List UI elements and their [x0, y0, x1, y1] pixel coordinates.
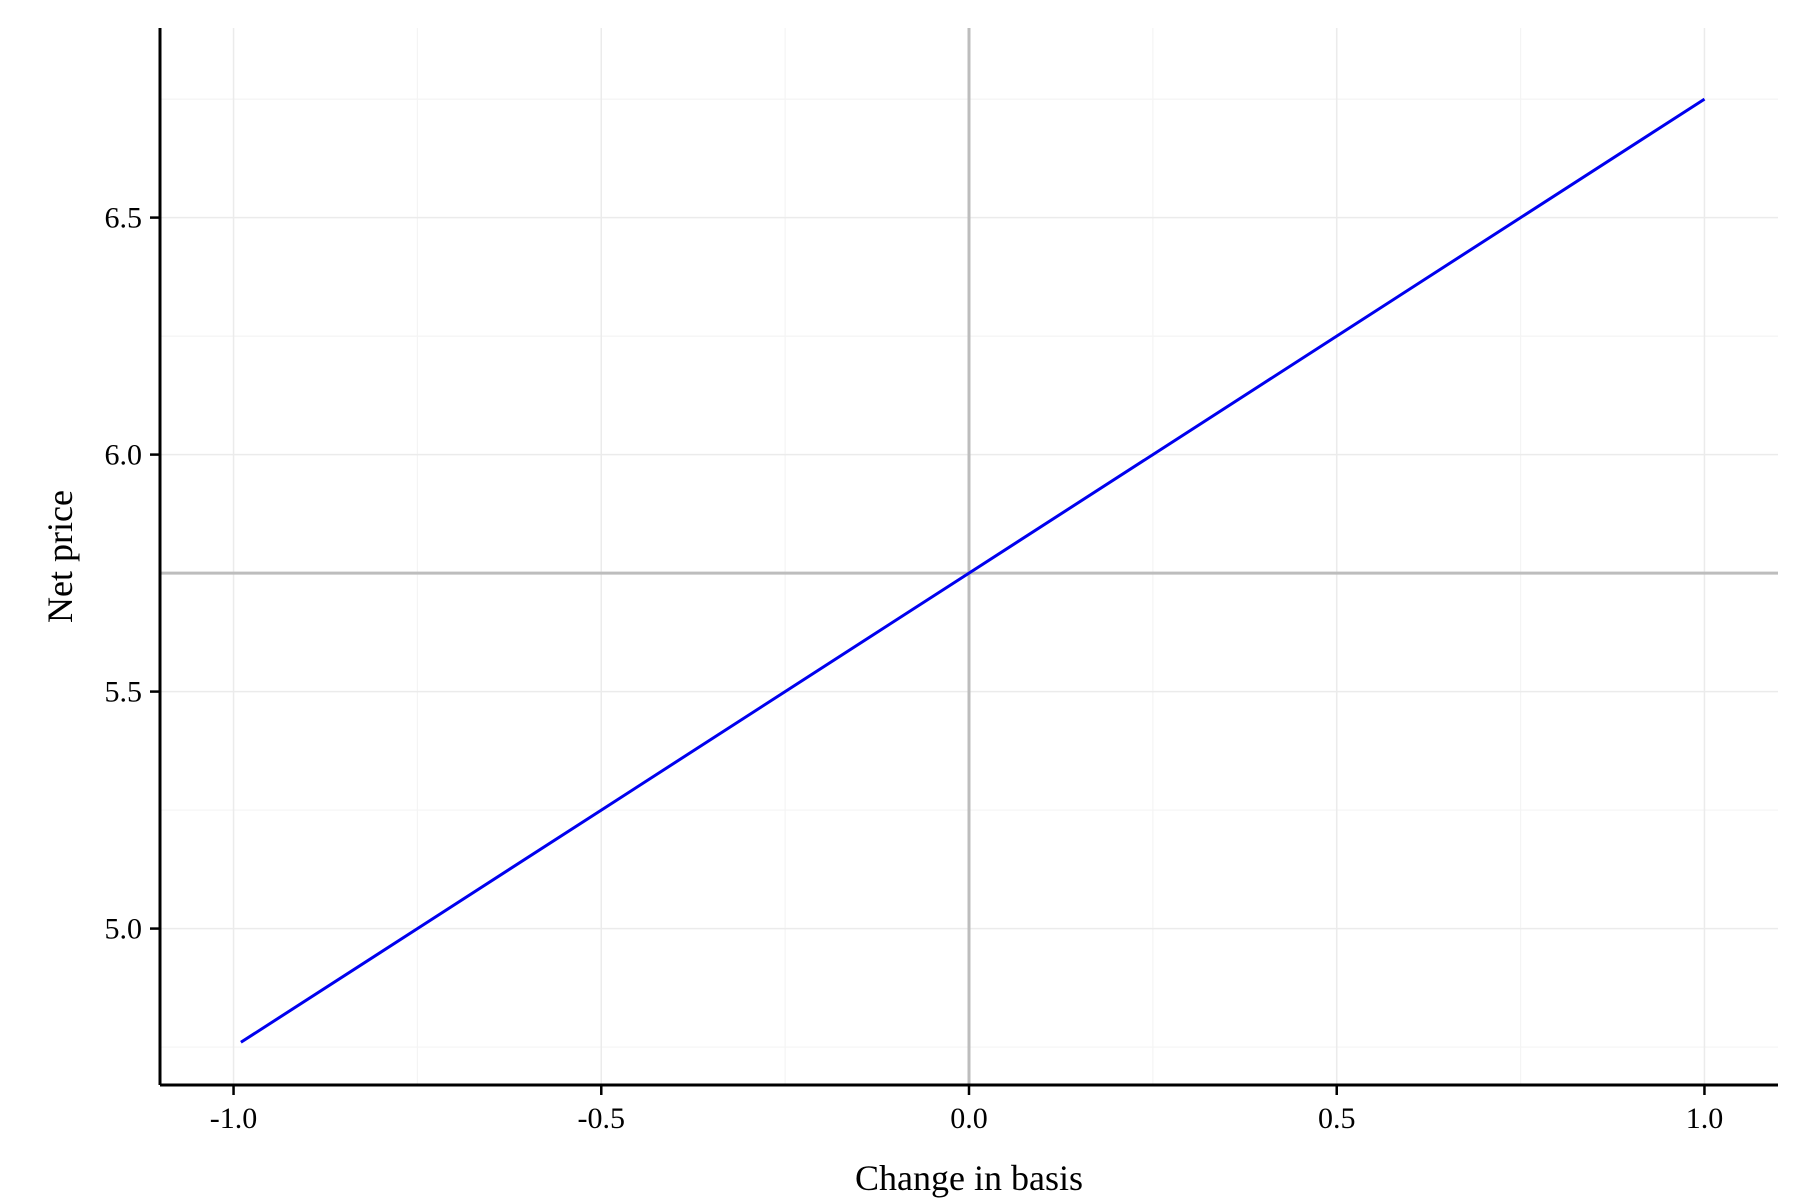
series-line-0: [240, 97, 1706, 1044]
reference-lines: [160, 28, 1778, 1085]
y-tick-label: 5.5: [105, 676, 143, 709]
y-tick-label: 6.0: [105, 439, 143, 472]
x-tick-label: -1.0: [210, 1102, 258, 1135]
y-tick-label: 5.0: [105, 913, 143, 946]
y-axis-title: Net price: [40, 490, 80, 623]
series-layer: [240, 97, 1706, 1044]
x-tick-label: 0.5: [1318, 1102, 1356, 1135]
y-tick-label: 6.5: [105, 202, 143, 235]
x-axis-title: Change in basis: [855, 1158, 1083, 1198]
tick-labels: -1.0 -0.5 0.0 0.5 1.0 5.0 5.5 6.0 6.5: [105, 202, 1724, 1135]
x-tick-label: -0.5: [578, 1102, 626, 1135]
x-tick-label: 1.0: [1686, 1102, 1724, 1135]
x-tick-label: 0.0: [950, 1102, 988, 1135]
